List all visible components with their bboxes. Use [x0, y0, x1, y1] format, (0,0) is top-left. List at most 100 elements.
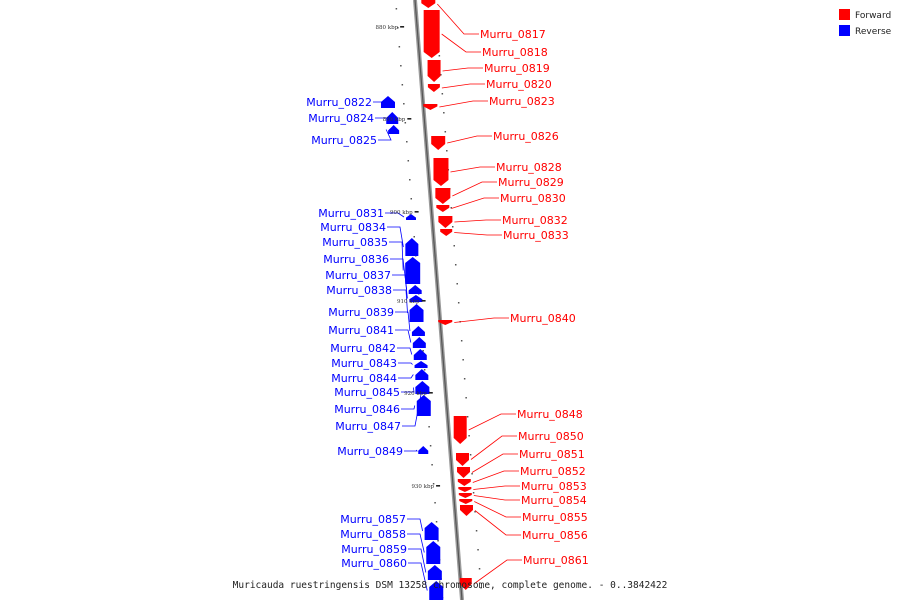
- forward-leader-line: [442, 67, 483, 72]
- tick-label: 900 kbp: [390, 210, 413, 216]
- scale-dot: [478, 568, 481, 570]
- reverse-gene-label: Murru_0835: [322, 236, 388, 249]
- forward-gene-label: Murru_0828: [496, 161, 562, 174]
- reverse-gene-label: Murru_0838: [326, 284, 392, 297]
- legend-forward-swatch: [839, 9, 850, 20]
- scale-dot: [406, 141, 408, 143]
- chromosome-axis-core: [414, 0, 463, 600]
- forward-leader-line: [473, 485, 520, 490]
- reverse-gene-arrow: [405, 238, 419, 256]
- scale-dot: [400, 65, 402, 67]
- reverse-gene-label: Murru_0824: [308, 112, 374, 125]
- reverse-gene-label: Murru_0843: [331, 357, 397, 370]
- scale-dot: [432, 483, 435, 485]
- reverse-leader-line: [408, 562, 428, 591]
- legend-forward-label: Forward: [855, 11, 891, 21]
- forward-gene-label: Murru_0840: [510, 312, 576, 325]
- reverse-gene-label: Murru_0834: [320, 221, 386, 234]
- scale-dot: [471, 473, 473, 475]
- reverse-leader-line: [397, 347, 413, 355]
- forward-leader-line: [471, 453, 518, 473]
- forward-gene-arrow: [459, 499, 473, 504]
- scale-dot: [435, 521, 438, 523]
- forward-gene-arrow: [436, 205, 450, 212]
- forward-leader-line: [451, 197, 499, 209]
- forward-leader-line: [441, 83, 485, 89]
- forward-gene-arrow: [453, 416, 467, 444]
- forward-gene-arrow: [455, 453, 469, 466]
- forward-leader-line: [474, 510, 521, 536]
- scale-dot: [440, 74, 442, 76]
- reverse-gene-arrow: [429, 581, 444, 600]
- reverse-gene-arrow: [386, 112, 399, 124]
- reverse-gene-label: Murru_0860: [341, 557, 407, 570]
- reverse-gene-label: Murru_0841: [328, 324, 394, 337]
- forward-gene-arrow: [440, 229, 453, 236]
- forward-gene-label: Murru_0830: [500, 192, 566, 205]
- forward-gene-arrow: [438, 320, 453, 325]
- forward-gene-arrow: [433, 158, 449, 186]
- legend-reverse-swatch: [839, 25, 850, 36]
- reverse-gene-arrow: [408, 285, 422, 294]
- reverse-leader-line: [398, 362, 413, 365]
- scale-dot: [423, 369, 426, 371]
- forward-leader-line: [450, 166, 495, 173]
- reverse-gene-arrow: [413, 349, 427, 360]
- forward-leader-line: [454, 219, 501, 223]
- reverse-gene-label: Murru_0837: [325, 269, 391, 282]
- scale-dot: [434, 502, 436, 504]
- tick-label: 880 kbp: [375, 25, 398, 31]
- scale-dot: [395, 8, 398, 10]
- reverse-gene-arrow: [412, 337, 426, 348]
- forward-leader-line: [454, 232, 502, 236]
- reverse-leader-line: [395, 311, 411, 332]
- scale-dot: [422, 350, 424, 352]
- forward-gene-arrow: [421, 0, 436, 8]
- gene-labels: Murru_0817 Murru_0818 Murru_0819 Murru_0820…: [306, 28, 589, 570]
- reverse-gene-arrow: [409, 295, 423, 302]
- forward-gene-label: Murru_0852: [520, 465, 586, 478]
- reverse-leader-line: [393, 289, 408, 314]
- forward-leader-line: [447, 135, 492, 144]
- scale-dot: [431, 464, 433, 466]
- genome-caption: Muricauda ruestringensis DSM 13258 chrom…: [233, 580, 668, 591]
- reverse-gene-arrow: [418, 446, 429, 454]
- reverse-leader-line: [401, 387, 415, 393]
- forward-gene-label: Murru_0819: [484, 62, 550, 75]
- forward-gene-label: Murru_0853: [521, 480, 587, 493]
- scale-dot: [480, 587, 482, 589]
- forward-leader-line: [439, 100, 488, 108]
- scale-dot: [443, 112, 445, 114]
- reverse-gene-label: Murru_0844: [331, 372, 397, 385]
- forward-gene-label: Murru_0832: [502, 214, 568, 227]
- legend-reverse-label: Reverse: [855, 27, 892, 37]
- reverse-gene-label: Murru_0836: [323, 253, 389, 266]
- reverse-gene-arrow: [424, 522, 439, 540]
- scale-dot: [403, 103, 405, 105]
- scale-dot: [446, 150, 448, 152]
- scale-dot: [469, 454, 472, 456]
- reverse-gene-arrow: [414, 361, 428, 368]
- reverse-leader-line: [408, 548, 427, 573]
- tick-mark: [436, 485, 441, 487]
- forward-gene-arrow: [423, 10, 440, 58]
- reverse-gene-arrow: [409, 304, 424, 322]
- reverse-leader-line: [385, 212, 405, 218]
- forward-leader-line: [441, 33, 481, 53]
- reverse-leader-line: [395, 329, 412, 343]
- reverse-gene-arrow: [416, 395, 431, 416]
- scale-dot: [429, 445, 432, 447]
- forward-gene-arrow: [459, 578, 472, 590]
- scale-dot: [398, 46, 401, 48]
- scale-dot: [437, 540, 439, 542]
- scale-dot: [463, 378, 466, 380]
- forward-leader-line: [470, 435, 517, 460]
- reverse-leader-line: [390, 258, 408, 290]
- tick-label: 930 kbp: [411, 484, 434, 490]
- forward-gene-arrow: [458, 487, 472, 492]
- tick-mark: [407, 118, 412, 120]
- reverse-gene-arrow: [380, 96, 395, 108]
- reverse-gene-label: Murru_0845: [334, 386, 400, 399]
- scale-dot: [441, 93, 444, 95]
- scale-dot: [457, 302, 460, 304]
